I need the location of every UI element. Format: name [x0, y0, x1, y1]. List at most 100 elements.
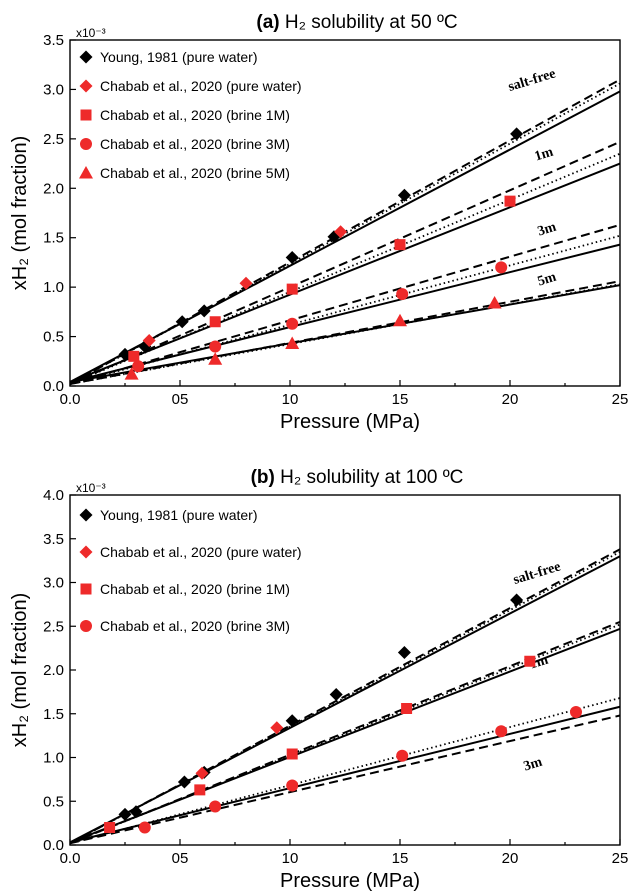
chart-title: (b) H₂ solubility at 100 ºC [251, 467, 464, 488]
legend-label: Chabab et al., 2020 (brine 3M) [100, 618, 290, 634]
data-point [270, 721, 284, 735]
data-point [124, 367, 139, 380]
curve-label: 5m [536, 270, 559, 290]
data-point [104, 822, 116, 833]
data-point [129, 805, 143, 819]
y-tick-label: 3.0 [43, 81, 64, 98]
y-tick-label: 1.0 [43, 750, 64, 767]
legend-label: Chabab et al., 2020 (brine 5M) [100, 165, 290, 181]
chart-title-panel-letter: (a) [256, 12, 285, 33]
series-group [104, 655, 536, 833]
y-tick-label: 1.5 [43, 230, 64, 247]
data-point [285, 336, 300, 349]
data-point [504, 195, 516, 207]
x-tick-label: 15 [392, 850, 409, 867]
model-curve-dotted [69, 82, 621, 385]
model-curve-group: 5m [69, 270, 621, 386]
y-tick-label: 0.0 [43, 378, 64, 395]
legend-marker [79, 508, 93, 522]
curve-label: salt-free [506, 66, 557, 95]
data-point [239, 276, 253, 290]
curve-label: 3m [522, 755, 545, 775]
data-point [396, 749, 409, 762]
y-scale-label: x10⁻³ [76, 481, 106, 495]
x-tick-label: 25 [612, 850, 629, 867]
data-point [197, 304, 211, 318]
data-point [286, 317, 299, 330]
legend-label: Chabab et al., 2020 (brine 1M) [100, 107, 290, 123]
chart-title-panel-letter: (b) [251, 467, 281, 488]
y-tick-label: 3.0 [43, 575, 64, 592]
data-point [195, 766, 209, 780]
model-curve-dashed [69, 140, 621, 385]
model-curve-dotted [69, 234, 621, 385]
data-point [510, 127, 524, 141]
curve-label: 3m [536, 220, 559, 240]
series-group [128, 195, 516, 362]
x-tick-label: 0.0 [60, 850, 81, 867]
data-point [393, 313, 407, 327]
model-curve-dotted [69, 697, 621, 845]
x-tick-label: 0.0 [60, 391, 81, 408]
data-point [128, 350, 140, 362]
y-tick-label: 1.0 [43, 279, 64, 296]
y-tick-label: 3.5 [43, 531, 64, 548]
x-tick-label: 10 [282, 391, 299, 408]
legend-label: Young, 1981 (pure water) [100, 507, 257, 523]
data-point [285, 714, 299, 728]
data-point [118, 347, 132, 361]
data-point [175, 315, 189, 329]
model-curve-dotted [69, 551, 621, 845]
model-curve-solid [69, 162, 621, 383]
data-point [495, 725, 508, 738]
x-tick-label: 20 [502, 391, 519, 408]
data-point [209, 316, 221, 328]
legend-marker [80, 138, 92, 150]
data-point [334, 225, 348, 239]
x-axis-title: Pressure (MPa) [280, 411, 420, 433]
legend-marker [79, 166, 93, 179]
y-axis-title: xH₂ (mol fraction) [9, 593, 31, 747]
x-tick-label: 05 [172, 850, 189, 867]
y-tick-label: 2.5 [43, 618, 64, 635]
data-point [487, 295, 502, 309]
legend-marker [80, 583, 92, 595]
curve-label: 1m [533, 145, 556, 165]
series-group [118, 593, 524, 821]
data-point [118, 807, 132, 821]
y-scale-label: x10⁻³ [76, 26, 106, 40]
data-point [510, 593, 524, 607]
model-curve-group: 3m [69, 220, 621, 385]
x-axis-title: Pressure (MPa) [280, 870, 420, 892]
data-point [209, 340, 222, 353]
data-point [394, 239, 406, 251]
data-point [396, 288, 409, 301]
model-curve-dashed [69, 280, 621, 386]
data-point [138, 821, 151, 834]
chart-title-text: H₂ solubility at 100 ºC [280, 467, 463, 488]
data-point [329, 688, 343, 701]
data-point [208, 352, 223, 365]
data-point [397, 188, 411, 202]
data-point [524, 655, 536, 667]
chart-panel-b: (b) H₂ solubility at 100 ºC 0.0 05 10 15 20 25… [9, 467, 629, 892]
y-tick-label: 0.5 [43, 793, 64, 810]
data-point [286, 283, 298, 295]
y-tick-label: 1.5 [43, 706, 64, 723]
model-curve-dashed [69, 223, 621, 385]
data-point [286, 779, 299, 792]
legend: Young, 1981 (pure water) Chabab et al., 2… [79, 507, 302, 634]
x-tick-label: 25 [612, 391, 629, 408]
model-curve-dashed [69, 714, 621, 845]
legend-marker [80, 620, 92, 632]
series-group [138, 706, 582, 834]
model-curve-group: 1m [69, 620, 621, 845]
data-point [142, 334, 156, 348]
model-curve-solid [69, 705, 621, 844]
x-tick-label: 20 [502, 850, 519, 867]
chart-panel-a: (a) H₂ solubility at 50 ºC 0.0 05 10 15 20 25 0… [9, 12, 629, 433]
x-tick-label: 05 [172, 391, 189, 408]
y-axis-title: xH₂ (mol fraction) [9, 136, 31, 290]
x-tick-label: 15 [392, 391, 409, 408]
legend-marker [79, 79, 93, 93]
